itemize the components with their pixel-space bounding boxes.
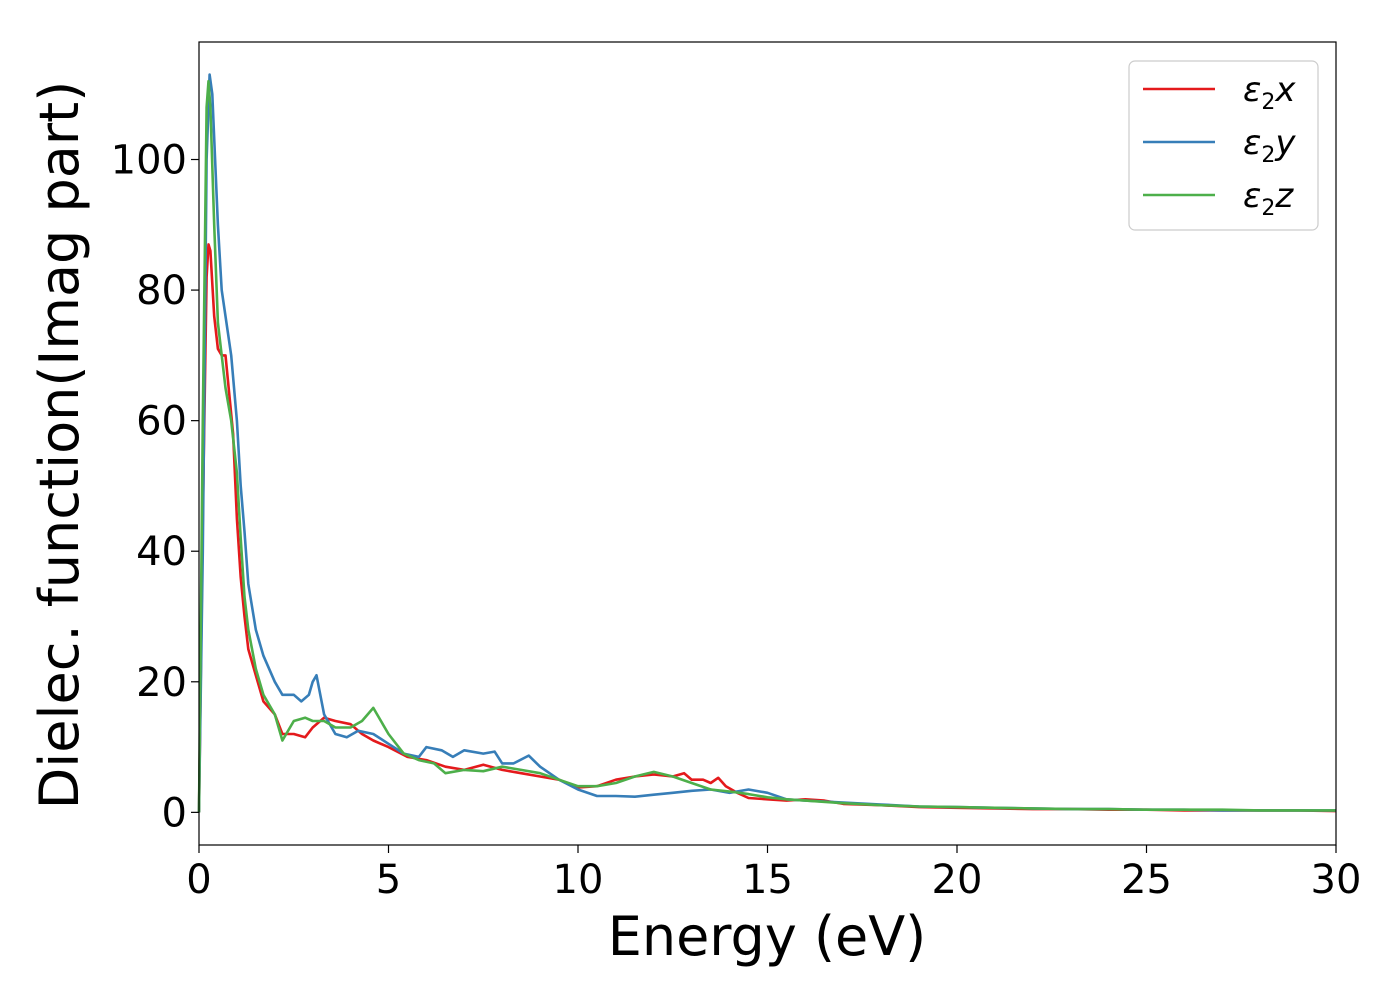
legend-label-x: ε2x	[1243, 70, 1296, 115]
legend: ε2x ε2y ε2z	[1128, 60, 1319, 231]
y-tick-label: 0	[162, 790, 187, 836]
y-tick-label: 60	[136, 399, 187, 445]
x-tick-label: 5	[376, 857, 401, 903]
x-tick-label: 30	[1311, 857, 1362, 903]
legend-box	[1128, 60, 1319, 231]
y-tick-label: 20	[136, 660, 187, 706]
series-line-z	[197, 79, 1336, 813]
legend-label-z: ε2z	[1243, 176, 1294, 221]
x-axis-label: Energy (eV)	[608, 905, 927, 968]
x-tick-label: 25	[1121, 857, 1172, 903]
x-tick-label: 20	[932, 857, 983, 903]
series-layer	[197, 73, 1337, 813]
y-tick-label: 40	[136, 529, 187, 575]
legend-label-y: ε2y	[1243, 123, 1296, 168]
x-tick-label: 0	[186, 857, 211, 903]
x-axis: 0 5 10 15 20 25 30	[186, 845, 1361, 903]
y-axis: 0 20 40 60 80 100	[111, 138, 199, 836]
y-tick-label: 80	[136, 268, 187, 314]
x-tick-label: 15	[742, 857, 793, 903]
x-tick-label: 10	[553, 857, 604, 903]
y-axis-label: Dielec. function(Imag part)	[28, 81, 91, 810]
y-tick-label: 100	[111, 138, 187, 184]
